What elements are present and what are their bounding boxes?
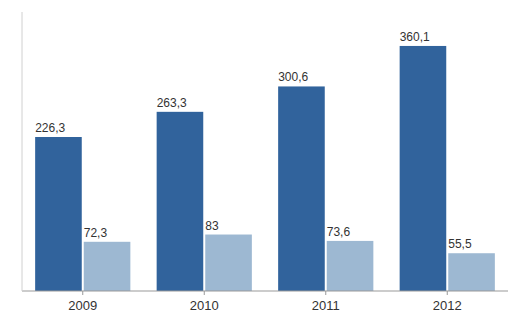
- bars: [35, 46, 495, 291]
- data-labels: 226,3 263,3 300,6 360,1 72,3 83 73,6 55,5: [35, 30, 472, 251]
- x-tick-label: 2012: [433, 298, 462, 313]
- chart: 226,3263,3300,6360,172,38373,655,5200920…: [0, 0, 518, 325]
- bar: [157, 112, 204, 291]
- bar: [205, 235, 252, 291]
- x-tick: [82, 291, 83, 295]
- x-tick: [325, 291, 326, 295]
- bar: [35, 137, 82, 291]
- data-label: 360,1: [400, 30, 430, 44]
- bar: [84, 242, 131, 291]
- x-tick: [447, 291, 448, 295]
- data-label: 72,3: [84, 226, 108, 240]
- data-label: 83: [205, 219, 219, 233]
- data-label: 263,3: [157, 96, 187, 110]
- bar: [327, 241, 374, 291]
- chart-container: 226,3263,3300,6360,172,38373,655,5200920…: [0, 0, 518, 325]
- x-tick-label: 2009: [68, 298, 97, 313]
- x-tick-label: 2010: [190, 298, 219, 313]
- bar: [400, 46, 447, 291]
- bar: [278, 86, 325, 291]
- data-label: 300,6: [278, 70, 308, 84]
- data-label: 55,5: [448, 237, 472, 251]
- y-axis-line: [22, 12, 23, 291]
- x-tick: [204, 291, 205, 295]
- x-axis-line: [22, 291, 508, 292]
- data-label: 73,6: [327, 225, 351, 239]
- x-tick-label: 2011: [312, 298, 340, 313]
- axes: 2009 2010 2011 2012: [22, 12, 508, 313]
- bar: [448, 253, 495, 291]
- data-label: 226,3: [35, 121, 65, 135]
